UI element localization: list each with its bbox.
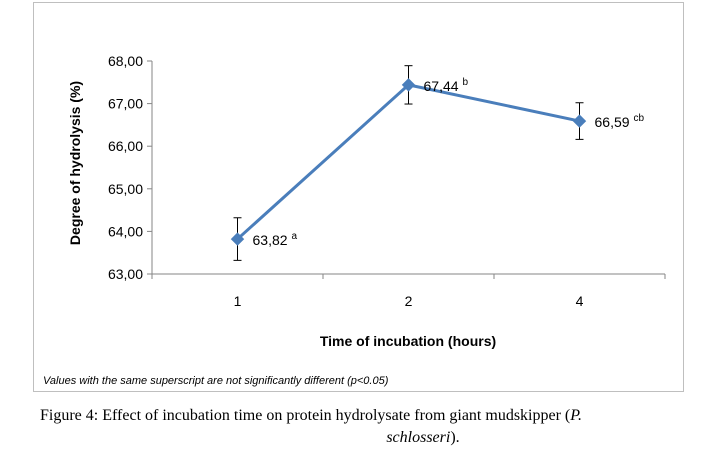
data-label: 66,59 cb — [595, 113, 645, 130]
y-tick-label: 67,00 — [108, 96, 143, 112]
data-point — [230, 232, 245, 246]
x-tick-label: 1 — [234, 293, 242, 309]
x-tick-label: 2 — [405, 293, 413, 309]
footnote: Values with the same superscript are not… — [43, 375, 389, 387]
y-tick-label: 66,00 — [108, 138, 143, 154]
y-tick-label: 64,00 — [108, 223, 143, 239]
y-tick-label: 65,00 — [108, 181, 143, 197]
chart-svg: 63,00 64,00 65,00 66,00 67,00 68,00 1 2 4 63,82 … — [43, 53, 666, 387]
data-point — [572, 114, 587, 128]
x-axis-title: Time of incubation (hours) — [320, 333, 496, 349]
figure-caption: Figure 4: Effect of incubation time on p… — [0, 405, 726, 449]
data-point — [401, 78, 416, 92]
caption-suffix: ). — [450, 429, 460, 446]
y-tick-label: 63,00 — [108, 266, 143, 282]
data-label: 63,82 a — [253, 231, 298, 248]
axes-group: 63,00 64,00 65,00 66,00 67,00 68,00 1 2 4 — [108, 53, 666, 309]
caption-epithet: schlosseri — [386, 429, 451, 446]
caption-prefix: Figure 4: Effect of incubation time on p… — [40, 407, 571, 424]
data-label: 67,44 b — [424, 77, 469, 94]
marks-group: 63,82 a 67,44 b 66,59 cb — [230, 65, 645, 261]
y-tick-label: 68,00 — [108, 53, 143, 69]
series-line — [236, 83, 580, 241]
caption-genus: P. — [570, 407, 582, 424]
x-tick-label: 4 — [576, 293, 584, 309]
chart-frame: 63,00 64,00 65,00 66,00 67,00 68,00 1 2 4 63,82 … — [33, 2, 684, 392]
y-axis-title: Degree of hydrolysis (%) — [67, 81, 83, 245]
